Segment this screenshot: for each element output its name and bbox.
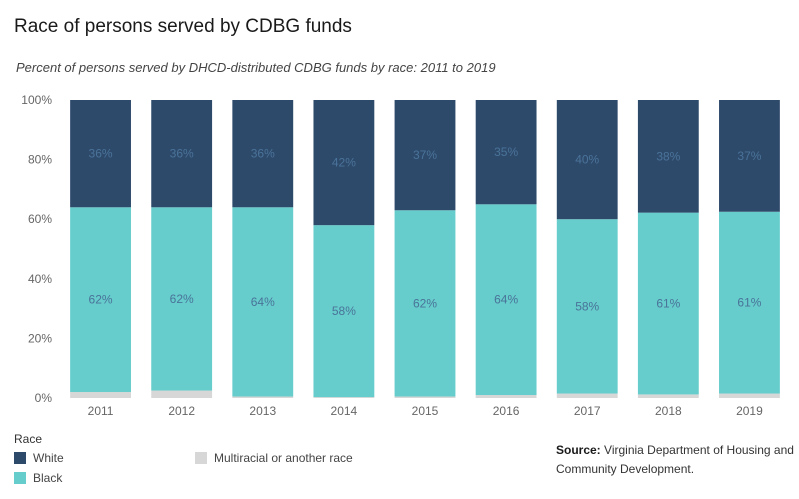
- bar-segment-white-2011: [70, 100, 131, 208]
- y-tick-label: 100%: [21, 93, 52, 107]
- source-label: Source:: [556, 443, 601, 457]
- y-tick-label: 60%: [28, 212, 52, 226]
- bar-segment-white-2012: [151, 100, 213, 208]
- data-label: 62%: [413, 296, 437, 310]
- bar-segment-black-2012: [151, 207, 213, 391]
- data-label: 36%: [89, 147, 113, 161]
- legend-item-white: White: [14, 451, 64, 465]
- legend-item-multiracial: Multiracial or another race: [195, 451, 353, 465]
- y-tick-label: 80%: [28, 153, 52, 167]
- data-label: 64%: [251, 295, 275, 309]
- data-label: 61%: [656, 297, 680, 311]
- bar-segment-black-2014: [313, 225, 375, 398]
- legend-label-white: White: [33, 451, 64, 465]
- data-label: 42%: [332, 156, 356, 170]
- legend-swatch-multiracial: [195, 452, 207, 464]
- bar-segment-multiracial-2015: [394, 396, 456, 398]
- x-tick-label: 2015: [412, 404, 439, 418]
- source-note: Source: Virginia Department of Housing a…: [556, 441, 796, 479]
- x-tick-label: 2016: [493, 404, 520, 418]
- chart-title: Race of persons served by CDBG funds: [14, 16, 352, 37]
- bar-segment-multiracial-2017: [556, 393, 618, 398]
- bar-segment-black-2017: [556, 219, 618, 394]
- bar-segment-multiracial-2013: [232, 396, 294, 398]
- legend-item-black: Black: [14, 471, 62, 485]
- bar-segment-white-2014: [313, 100, 375, 226]
- bar-segment-multiracial-2011: [70, 392, 131, 398]
- data-label: 58%: [332, 304, 356, 318]
- bar-segment-black-2015: [394, 210, 456, 397]
- data-label: 58%: [575, 299, 599, 313]
- data-label: 36%: [170, 147, 194, 161]
- legend-swatch-black: [14, 472, 26, 484]
- bar-segment-white-2013: [232, 100, 294, 208]
- bar-segment-multiracial-2018: [637, 394, 699, 398]
- data-label: 64%: [494, 293, 518, 307]
- x-tick-label: 2013: [249, 404, 276, 418]
- data-label: 62%: [89, 293, 113, 307]
- data-label: 61%: [737, 296, 761, 310]
- bar-segment-black-2019: [719, 211, 780, 394]
- bar-segment-black-2016: [475, 204, 537, 396]
- x-tick-label: 2018: [655, 404, 682, 418]
- data-label: 37%: [737, 149, 761, 163]
- y-tick-label: 0%: [35, 391, 53, 405]
- bar-segment-black-2018: [637, 212, 699, 395]
- source-text: Virginia Department of Housing and Commu…: [556, 443, 794, 476]
- bar-segment-black-2011: [70, 207, 131, 393]
- y-tick-label: 20%: [28, 331, 52, 345]
- bar-segment-multiracial-2012: [151, 390, 213, 398]
- legend-label-multiracial: Multiracial or another race: [214, 451, 353, 465]
- bar-segment-white-2019: [719, 100, 780, 212]
- x-tick-label: 2017: [574, 404, 601, 418]
- legend-title: Race: [14, 432, 43, 446]
- y-tick-label: 40%: [28, 272, 52, 286]
- x-tick-label: 2011: [88, 404, 114, 418]
- bar-segment-black-2013: [232, 207, 294, 397]
- x-tick-label: 2014: [331, 404, 358, 418]
- bar-segment-multiracial-2016: [475, 395, 537, 398]
- data-label: 40%: [575, 153, 599, 167]
- data-label: 35%: [494, 145, 518, 159]
- data-label: 38%: [656, 149, 680, 163]
- data-label: 62%: [170, 292, 194, 306]
- bar-segment-white-2017: [556, 100, 618, 220]
- chart-subtitle: Percent of persons served by DHCD-distri…: [16, 60, 496, 75]
- x-tick-label: 2019: [736, 404, 763, 418]
- bar-segment-white-2016: [475, 100, 537, 205]
- bar-segment-multiracial-2019: [719, 393, 780, 398]
- legend-swatch-white: [14, 452, 26, 464]
- x-tick-label: 2012: [168, 404, 195, 418]
- legend-label-black: Black: [33, 471, 63, 485]
- data-label: 36%: [251, 147, 275, 161]
- bar-segment-white-2015: [394, 100, 456, 211]
- bar-segment-white-2018: [637, 100, 699, 213]
- stacked-bar-chart: 0% 20% 40% 60% 80% 100% 62% 36% 2011 62% 36% 2012 64…: [21, 93, 780, 418]
- bar-segment-multiracial-2014: [313, 397, 375, 398]
- data-label: 37%: [413, 148, 437, 162]
